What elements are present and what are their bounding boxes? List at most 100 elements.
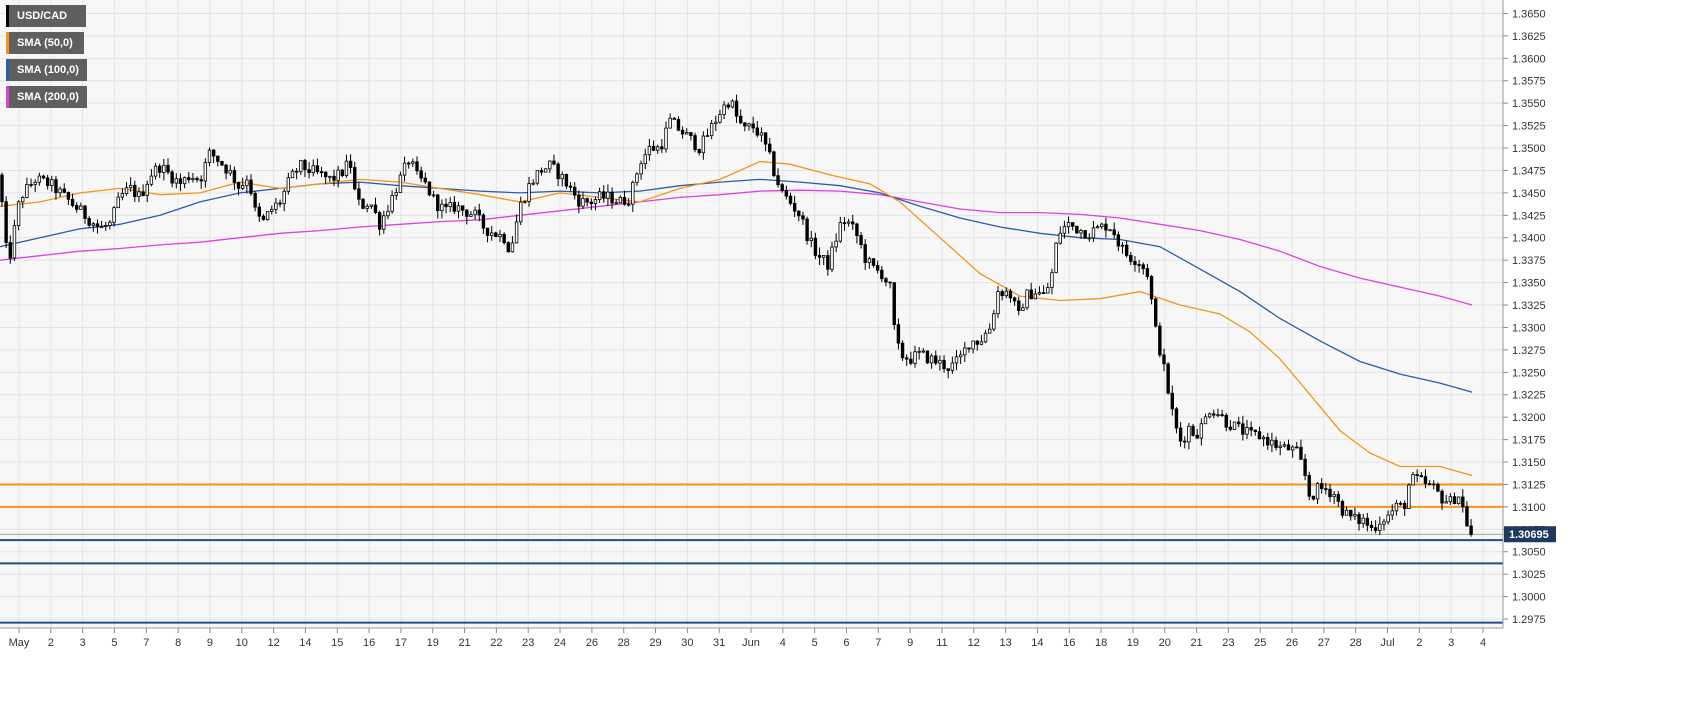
y-tick-label: 1.3175 <box>1512 435 1546 447</box>
candle-body-up <box>1332 494 1336 498</box>
candle-body-up <box>1091 227 1096 239</box>
candle-body-up <box>838 222 842 242</box>
candle <box>622 190 627 206</box>
candle-body-down <box>220 161 224 166</box>
candle-body-down <box>294 170 299 173</box>
x-tick-label: 10 <box>236 637 248 649</box>
candle <box>1087 233 1091 242</box>
candle-body-down <box>1369 524 1374 529</box>
candle <box>988 323 992 334</box>
candle <box>228 164 232 176</box>
candle <box>963 341 967 363</box>
candle-body-down <box>1469 525 1473 535</box>
candle <box>660 139 664 154</box>
candle-body-up <box>91 223 95 226</box>
candle <box>772 150 776 178</box>
candle-body-up <box>137 191 141 197</box>
x-tick-label: 23 <box>1222 637 1234 649</box>
candle-body-down <box>54 179 58 194</box>
candle-body-down <box>1075 225 1079 234</box>
y-tick-label: 1.3275 <box>1512 345 1546 357</box>
candle-body-up <box>270 208 274 212</box>
legend-item-usdcad[interactable]: USD/CAD <box>6 5 86 27</box>
candle <box>768 137 772 155</box>
legend-item-sma200[interactable]: SMA (200,0) <box>6 86 87 108</box>
candle-body-down <box>1116 234 1121 247</box>
candle <box>1025 289 1029 311</box>
candle <box>249 174 253 196</box>
candle <box>145 180 149 203</box>
candle-body-down <box>423 177 427 183</box>
candle-body-up <box>1232 421 1237 430</box>
candle <box>373 197 378 215</box>
candle <box>1079 228 1083 239</box>
candle <box>934 350 938 366</box>
candle <box>581 191 585 210</box>
candle-body-down <box>651 145 656 151</box>
candle-body-down <box>1398 502 1403 505</box>
candle-body-down <box>1340 501 1345 516</box>
candle-body-up <box>108 221 112 226</box>
candle-body-down <box>1000 291 1004 297</box>
candle <box>386 204 390 220</box>
x-tick-label: 18 <box>1095 637 1107 649</box>
candle-body-up <box>830 246 834 270</box>
candle <box>917 346 921 360</box>
candle <box>846 218 851 227</box>
candle <box>294 168 299 180</box>
candle <box>128 177 133 192</box>
candle-body-down <box>1249 427 1253 431</box>
candle-body-up <box>626 203 631 206</box>
candle <box>610 187 614 209</box>
candle-body-down <box>1224 414 1228 428</box>
candle-body-down <box>1311 495 1316 500</box>
candle <box>668 113 672 129</box>
candle-body-down <box>1307 475 1311 497</box>
candle-body-up <box>21 197 25 203</box>
candle <box>1191 423 1195 437</box>
candle <box>1108 229 1112 232</box>
candle-body-up <box>203 162 208 182</box>
candle-body-up <box>1108 229 1112 232</box>
candle <box>602 185 606 203</box>
candle-body-up <box>1456 496 1461 504</box>
candle-body-down <box>577 194 581 207</box>
candle <box>788 192 793 206</box>
x-tick-label: Jul <box>1380 637 1394 649</box>
y-tick-label: 1.3500 <box>1512 143 1546 155</box>
candle-body-up <box>245 179 249 187</box>
candle-body-up <box>207 149 212 163</box>
legend-item-sma50[interactable]: SMA (50,0) <box>6 32 84 54</box>
candle <box>1071 222 1075 231</box>
x-tick-label: 6 <box>843 637 849 649</box>
candle <box>900 340 905 361</box>
candle <box>448 197 452 213</box>
candle <box>514 214 519 244</box>
candle <box>1008 288 1013 303</box>
candle <box>1133 255 1137 272</box>
y-tick-label: 1.3150 <box>1512 457 1546 469</box>
candle <box>975 340 979 351</box>
candle <box>647 138 652 161</box>
candle-body-up <box>1062 226 1067 234</box>
candle <box>875 260 880 274</box>
candle <box>1158 322 1162 358</box>
x-tick-label: 16 <box>1063 637 1075 649</box>
candle <box>859 231 863 249</box>
candle <box>1440 489 1444 510</box>
candle-body-up <box>1353 514 1357 517</box>
candle-body-down <box>813 237 818 256</box>
candle-body-down <box>232 169 237 183</box>
candle <box>577 190 581 214</box>
candle-body-down <box>4 201 8 243</box>
candle-body-down <box>1303 458 1307 476</box>
legend-item-sma100[interactable]: SMA (100,0) <box>6 59 87 81</box>
y-tick-label: 1.3125 <box>1512 479 1546 491</box>
candle-body-up <box>834 240 838 248</box>
candle-body-up <box>1050 272 1054 288</box>
candle-body-up <box>1386 514 1390 523</box>
candle-body-down <box>734 100 739 117</box>
candle <box>1282 441 1287 448</box>
candle-body-up <box>635 173 639 183</box>
